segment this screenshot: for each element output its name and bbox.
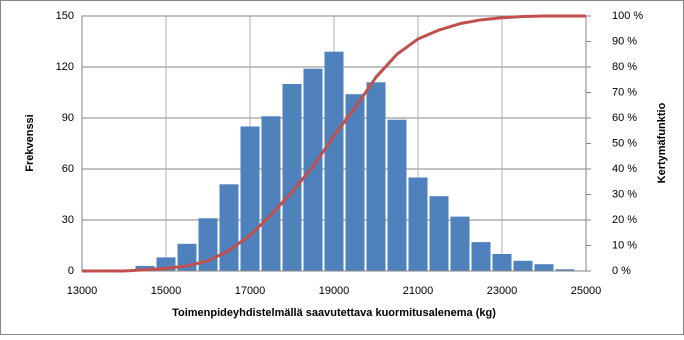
- y-tick-label: 30: [62, 214, 74, 226]
- x-tick-label: 13000: [67, 285, 98, 297]
- bar: [219, 184, 239, 271]
- y2-tick-label: 50 %: [612, 137, 637, 149]
- y2-tick-label: 30 %: [612, 188, 637, 200]
- y-tick-label: 120: [56, 61, 74, 73]
- bar: [492, 254, 512, 271]
- bar: [555, 269, 575, 271]
- cumulative-line: [82, 14, 586, 273]
- x-tick-label: 15000: [151, 285, 182, 297]
- bar: [345, 94, 365, 271]
- bar: [408, 177, 428, 271]
- bar: [324, 51, 344, 272]
- bar: [366, 82, 386, 271]
- bar: [534, 264, 554, 271]
- x-tick-label: 19000: [319, 285, 350, 297]
- y-tick-label: 60: [62, 163, 74, 175]
- bar: [303, 68, 323, 271]
- x-tick-label: 21000: [403, 285, 434, 297]
- x-tick-label: 17000: [235, 285, 266, 297]
- y2-tick-label: 70 %: [612, 86, 637, 98]
- y-tick-label: 90: [62, 112, 74, 124]
- y2-tick-label: 20 %: [612, 214, 637, 226]
- y-tick-label: 0: [68, 265, 74, 277]
- bar: [513, 260, 533, 271]
- y2-tick-label: 80 %: [612, 61, 637, 73]
- plot-border: [81, 15, 587, 272]
- y2-axis-label: Kertymäfunktio: [656, 102, 668, 183]
- y2-tick-label: 10 %: [612, 239, 637, 251]
- y-axis-label: Frekvenssi: [24, 114, 36, 171]
- y2-tick-label: 0 %: [612, 265, 631, 277]
- bar: [450, 216, 470, 271]
- y2-tick-label: 90 %: [612, 35, 637, 47]
- x-tick-label: 23000: [487, 285, 518, 297]
- bar: [387, 119, 407, 271]
- y-tick-label: 150: [56, 10, 74, 22]
- y2-tick-label: 60 %: [612, 112, 637, 124]
- x-axis-label: Toimenpideyhdistelmällä saavutettava kuo…: [172, 307, 496, 319]
- bar: [429, 196, 449, 271]
- bar: [282, 84, 302, 271]
- y2-tick-label: 100 %: [612, 10, 643, 22]
- x-tick-label: 25000: [571, 285, 602, 297]
- bar: [261, 116, 281, 271]
- y2-tick-label: 40 %: [612, 163, 637, 175]
- bar: [471, 242, 491, 271]
- bar: [240, 126, 260, 271]
